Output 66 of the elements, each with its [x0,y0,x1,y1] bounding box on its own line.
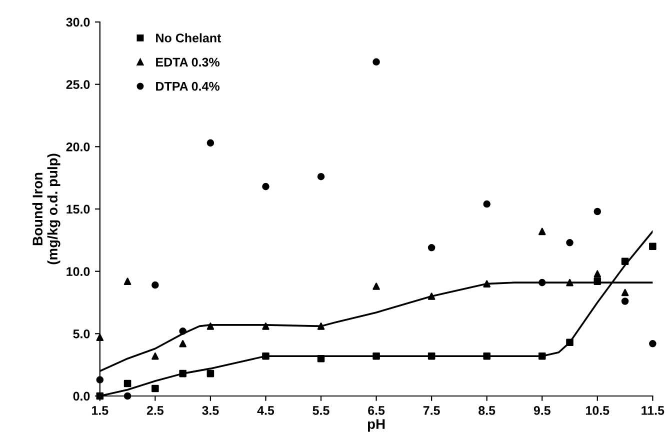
legend-label: No Chelant [156,33,222,42]
point [483,200,490,208]
point [621,288,629,296]
point [649,340,656,348]
x-tick-label: 9.5 [534,406,550,415]
y-tick-label: 20.0 [66,142,90,152]
y-tick-label: 25.0 [66,80,90,89]
point [538,228,546,236]
point [124,380,132,388]
y-tick-label: 30.0 [66,18,90,27]
point [179,328,186,335]
x-tick-label: 11.5 [642,406,664,415]
x-axis-title: pH [368,419,385,432]
point [428,292,436,300]
point [317,172,325,180]
point [621,298,629,305]
x-tick-label: 2.5 [146,406,164,415]
y-tick-label: 0.0 [73,392,90,401]
point [262,182,270,190]
point [372,282,380,290]
point [566,338,574,346]
point [152,352,159,360]
x-tick-label: 6.5 [368,406,385,415]
y-tick-label: 10.0 [66,267,90,276]
point [206,139,214,147]
point [372,58,380,66]
x-tick-label: 5.5 [312,406,330,415]
y-tick-label: 15.0 [66,204,90,214]
point [179,340,186,348]
point [538,352,546,360]
point [262,352,270,360]
point [483,352,490,360]
point [96,376,104,384]
x-tick-label: 1.5 [92,406,108,415]
legend-label: EDTA 0.3% [156,58,220,67]
x-tick-label: 10.5 [586,406,610,415]
point [152,281,159,289]
point [124,278,132,285]
point [206,370,214,378]
point [179,370,186,378]
point [594,278,602,285]
point [262,322,270,330]
point [566,278,574,286]
point [372,352,380,360]
point [483,280,490,288]
point [317,322,325,330]
y-tick-label: 5.0 [73,329,90,338]
legend-label: DTPA 0.4% [156,82,220,91]
point [428,244,436,252]
x-tick-label: 4.5 [257,406,274,415]
point [566,239,574,246]
x-tick-label: 3.5 [202,406,219,415]
point [649,242,656,250]
point [152,384,159,392]
y-axis-title: Bound Iron (mg/kg o.d. pulp) [32,154,60,264]
point [594,270,602,278]
point [428,352,436,360]
point [96,334,104,342]
point [124,392,132,400]
point [594,208,602,216]
point [206,322,214,330]
point [538,278,546,286]
x-tick-label: 8.5 [478,406,496,415]
point [621,258,629,265]
point [317,354,325,362]
x-tick-label: 7.5 [423,406,440,415]
